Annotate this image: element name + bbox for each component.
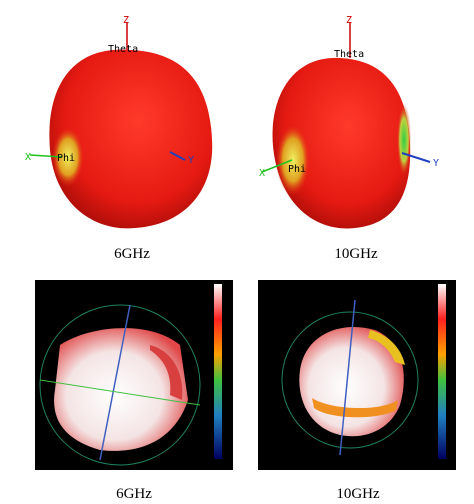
axis-label: Z xyxy=(346,15,352,26)
axis-label: Theta xyxy=(108,44,138,55)
axis-label: Y xyxy=(188,155,194,166)
caption: 10GHz xyxy=(334,246,378,262)
surface-plot-10ghz xyxy=(258,280,456,470)
axis-label: X xyxy=(25,152,31,163)
pattern-10ghz: Z Theta X Phi Y xyxy=(259,15,439,229)
surface-plot-6ghz xyxy=(35,280,233,470)
axis-label: Y xyxy=(433,158,439,169)
caption: 6GHz xyxy=(114,246,150,262)
caption: 6GHz xyxy=(116,486,152,502)
pattern-6ghz: Z Theta X Phi Y xyxy=(25,15,213,229)
axis-label: Phi xyxy=(57,153,75,164)
caption: 10GHz xyxy=(336,486,380,502)
axis-label: Z xyxy=(123,15,129,26)
axis-label: Theta xyxy=(334,49,364,60)
axis-label: X xyxy=(259,168,265,179)
axis-label: Phi xyxy=(288,164,306,175)
